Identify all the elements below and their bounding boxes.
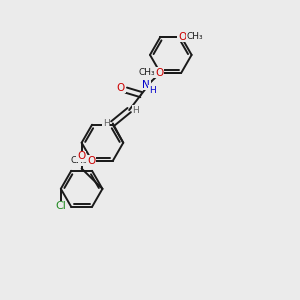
Text: Cl: Cl [56, 201, 66, 211]
Text: O: O [77, 152, 85, 161]
Text: H: H [103, 119, 110, 128]
Text: O: O [117, 83, 125, 93]
Text: CH₃: CH₃ [139, 68, 155, 77]
Text: CH₃: CH₃ [71, 156, 88, 165]
Text: O: O [178, 32, 186, 42]
Text: H: H [149, 85, 155, 94]
Text: O: O [88, 156, 96, 166]
Text: O: O [155, 68, 164, 78]
Text: N: N [142, 80, 150, 90]
Text: H: H [132, 106, 139, 115]
Text: CH₃: CH₃ [186, 32, 203, 41]
